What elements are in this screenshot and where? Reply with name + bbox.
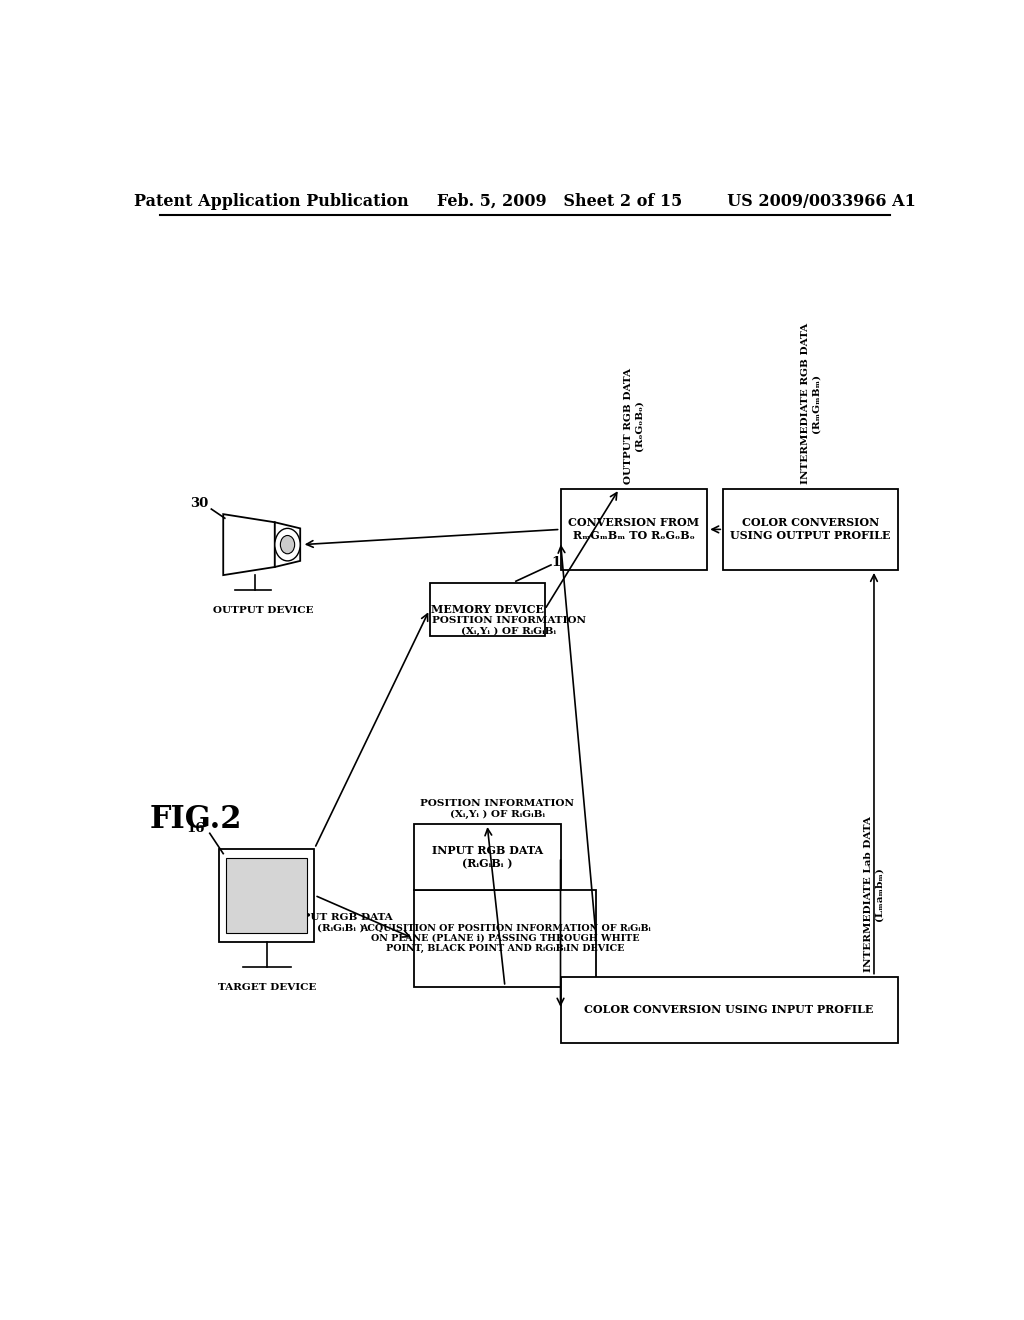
Bar: [723, 488, 898, 570]
Bar: [560, 488, 708, 570]
Text: 16: 16: [186, 822, 205, 834]
Polygon shape: [223, 515, 274, 576]
Text: INPUT RGB DATA
(RᵢGᵢBᵢ ): INPUT RGB DATA (RᵢGᵢBᵢ ): [431, 845, 543, 869]
Text: 18: 18: [551, 557, 569, 569]
Text: INPUT RGB DATA
(RᵢGᵢBᵢ ): INPUT RGB DATA (RᵢGᵢBᵢ ): [289, 913, 393, 932]
Text: 30: 30: [190, 498, 209, 511]
Bar: [430, 583, 545, 636]
Text: OUTPUT DEVICE: OUTPUT DEVICE: [213, 606, 313, 615]
Text: MEMORY DEVICE: MEMORY DEVICE: [431, 605, 544, 615]
Text: COLOR CONVERSION
USING OUTPUT PROFILE: COLOR CONVERSION USING OUTPUT PROFILE: [730, 517, 891, 541]
Text: INTERMEDIATE Lab DATA
(Lₘaₘbₘ): INTERMEDIATE Lab DATA (Lₘaₘbₘ): [864, 816, 884, 972]
Text: CONVERSION FROM
RₘGₘBₘ TO RₒGₒBₒ: CONVERSION FROM RₘGₘBₘ TO RₒGₒBₒ: [568, 517, 699, 541]
Circle shape: [274, 528, 300, 561]
Bar: [560, 977, 898, 1043]
Text: POSITION INFORMATION
(Xᵢ,Yᵢ ) OF RᵢGᵢBᵢ: POSITION INFORMATION (Xᵢ,Yᵢ ) OF RᵢGᵢBᵢ: [432, 616, 586, 636]
Text: POSITION INFORMATION
(Xᵢ,Yᵢ ) OF RᵢGᵢBᵢ: POSITION INFORMATION (Xᵢ,Yᵢ ) OF RᵢGᵢBᵢ: [420, 799, 574, 818]
Text: COLOR CONVERSION USING INPUT PROFILE: COLOR CONVERSION USING INPUT PROFILE: [585, 1005, 873, 1015]
Text: OUTPUT RGB DATA
(RₒGₒBₒ): OUTPUT RGB DATA (RₒGₒBₒ): [625, 368, 644, 483]
Text: ACQUISITION OF POSITION INFORMATION OF RᵢGᵢBᵢ
ON PLANE (PLANE i) PASSING THROUGH: ACQUISITION OF POSITION INFORMATION OF R…: [359, 924, 650, 953]
Text: Patent Application Publication     Feb. 5, 2009   Sheet 2 of 15        US 2009/0: Patent Application Publication Feb. 5, 2…: [134, 193, 915, 210]
Bar: [219, 849, 314, 942]
Text: FIG.2: FIG.2: [150, 804, 242, 834]
Bar: [414, 824, 560, 890]
Polygon shape: [274, 523, 300, 568]
Bar: [226, 858, 307, 933]
Bar: [414, 890, 596, 987]
Text: INTERMEDIATE RGB DATA
(RₘGₘBₘ): INTERMEDIATE RGB DATA (RₘGₘBₘ): [801, 322, 820, 483]
Circle shape: [281, 536, 295, 554]
Text: TARGET DEVICE: TARGET DEVICE: [218, 982, 316, 991]
